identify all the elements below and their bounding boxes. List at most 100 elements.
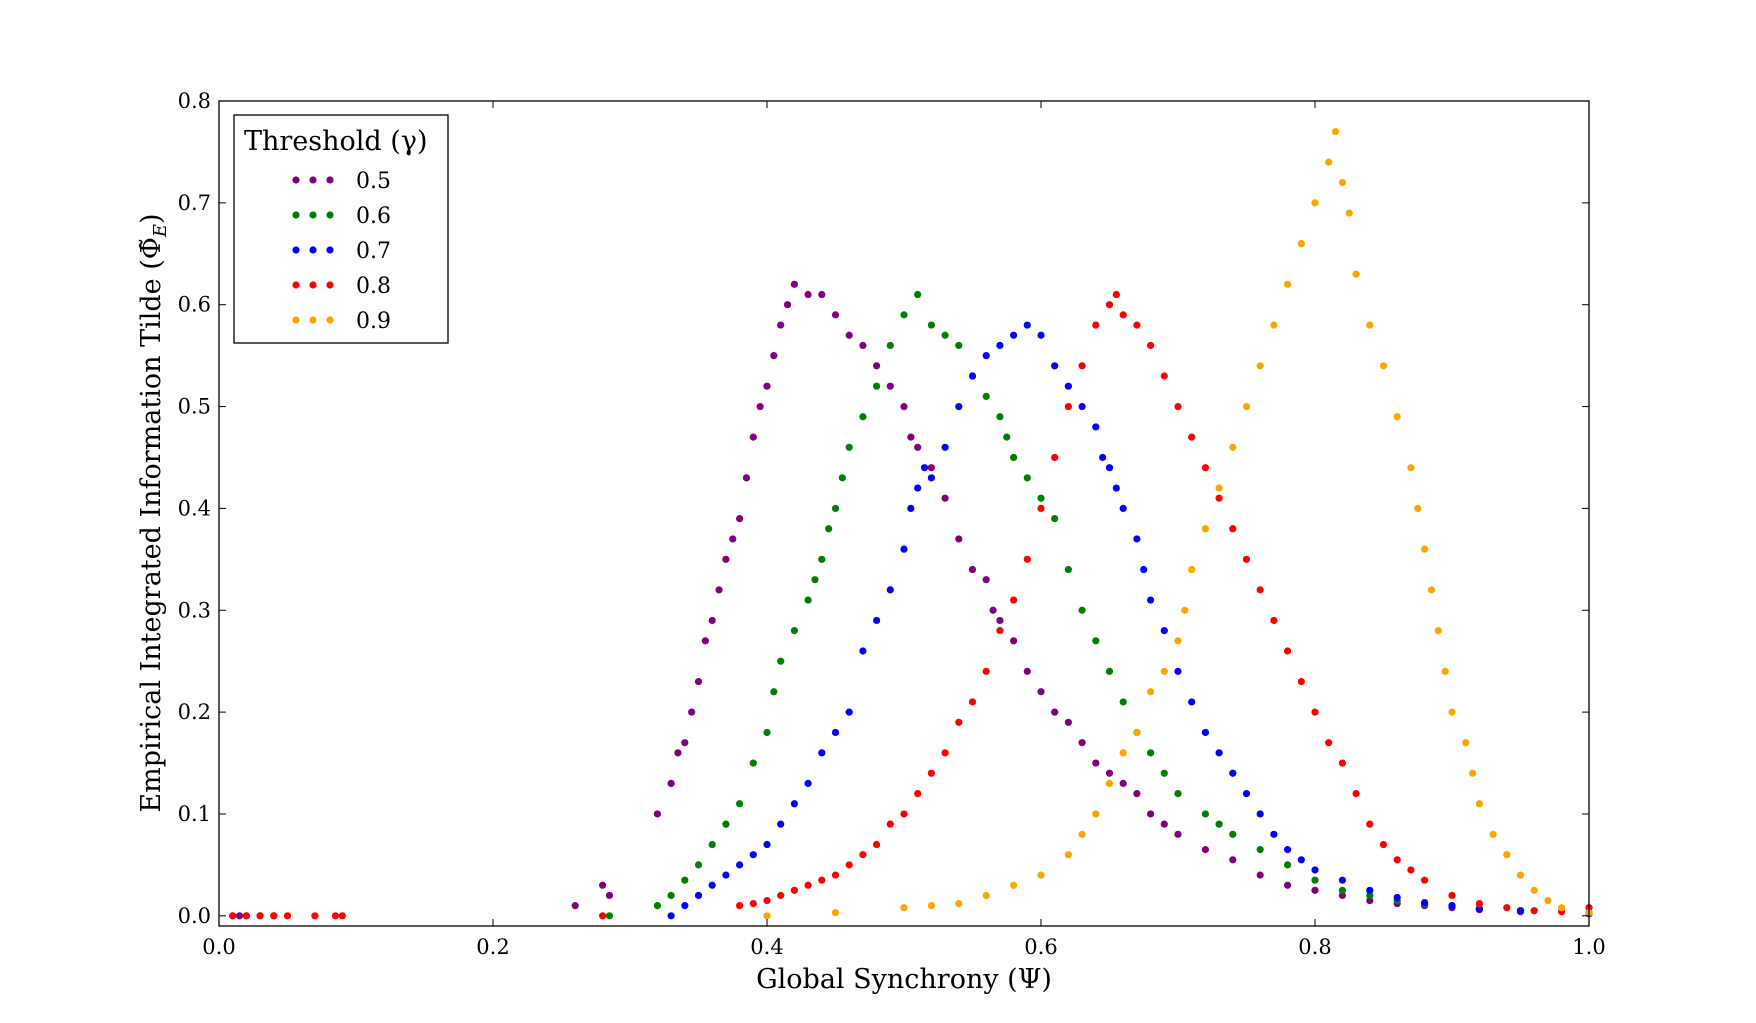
- data-point: [1270, 321, 1278, 329]
- data-point: [886, 382, 894, 390]
- data-point: [256, 912, 264, 920]
- data-point: [742, 474, 751, 482]
- data-point: [1311, 886, 1319, 894]
- data-point: [1174, 667, 1182, 675]
- data-point: [736, 514, 744, 523]
- legend-label: 0.9: [356, 309, 391, 334]
- data-point: [955, 899, 963, 908]
- data-point: [1530, 886, 1538, 894]
- legend-title: Threshold (γ): [244, 126, 428, 157]
- data-point: [1379, 362, 1388, 370]
- data-point: [1448, 902, 1456, 910]
- data-point: [838, 474, 846, 482]
- data-point: [1188, 698, 1196, 706]
- data-point: [749, 759, 757, 767]
- data-point: [941, 749, 949, 757]
- data-point: [1160, 769, 1168, 777]
- data-point: [1475, 800, 1483, 808]
- data-point: [729, 535, 737, 543]
- data-point: [1133, 789, 1141, 798]
- data-point: [708, 840, 716, 849]
- data-point: [941, 443, 949, 451]
- data-point: [571, 902, 579, 910]
- data-point: [736, 800, 744, 808]
- data-point: [1188, 433, 1196, 441]
- data-point: [996, 413, 1004, 421]
- data-point: [1064, 402, 1072, 411]
- data-point: [708, 881, 716, 889]
- data-point: [920, 464, 929, 472]
- legend-marker: [326, 246, 334, 254]
- data-point: [681, 739, 689, 747]
- data-point: [982, 891, 990, 900]
- data-point: [1078, 606, 1086, 614]
- data-point: [1297, 856, 1305, 864]
- legend-marker: [292, 176, 300, 184]
- data-point: [845, 331, 853, 339]
- data-point: [825, 525, 833, 533]
- legend-entry-0.6: 0.6: [292, 204, 391, 229]
- data-point: [996, 341, 1004, 350]
- data-point: [1051, 362, 1059, 370]
- legend-entry-0.9: 0.9: [292, 309, 391, 334]
- data-point: [831, 311, 840, 319]
- data-point: [242, 912, 250, 920]
- plot-frame: [218, 100, 1590, 927]
- data-point: [804, 881, 812, 889]
- y-tick-label: 0.6: [178, 293, 211, 317]
- legend-marker: [326, 316, 334, 324]
- data-point: [1284, 881, 1292, 889]
- data-point: [982, 667, 990, 675]
- data-point: [1338, 759, 1346, 767]
- legend-marker: [292, 246, 300, 254]
- data-point: [749, 899, 757, 908]
- data-point: [831, 728, 840, 737]
- data-point: [1270, 616, 1278, 625]
- data-point: [1434, 627, 1442, 635]
- data-point: [1140, 565, 1148, 574]
- data-point: [1256, 586, 1264, 594]
- data-point: [859, 851, 867, 859]
- data-point: [1229, 443, 1237, 451]
- data-point: [1352, 270, 1360, 278]
- data-point: [886, 586, 894, 594]
- data-point: [873, 840, 881, 849]
- data-point: [667, 891, 675, 900]
- data-point: [1468, 769, 1477, 777]
- data-point: [1421, 898, 1429, 907]
- data-point: [1229, 525, 1237, 533]
- data-point: [1133, 321, 1141, 329]
- legend-entry-0.5: 0.5: [292, 169, 391, 194]
- data-point: [982, 576, 990, 584]
- data-point: [1379, 840, 1388, 849]
- data-point: [1489, 830, 1497, 838]
- data-point: [1475, 905, 1483, 913]
- legend-marker: [326, 281, 334, 289]
- data-point: [1174, 637, 1182, 645]
- ticks-layer: 0.0 0.2 0.4 0.6 0.8 1.00.00.10.20.30.40.50.60…: [178, 89, 1606, 959]
- data-point: [1530, 907, 1538, 915]
- y-tick-label: 0.8: [178, 89, 211, 113]
- data-point: [1092, 423, 1100, 431]
- data-point: [1160, 667, 1168, 675]
- data-point: [1119, 311, 1127, 319]
- data-point: [1448, 891, 1456, 900]
- data-point: [1133, 535, 1141, 543]
- data-point: [1338, 886, 1346, 894]
- data-point: [1010, 453, 1018, 462]
- data-point: [873, 616, 881, 625]
- legend-entry-0.7: 0.7: [292, 239, 391, 264]
- data-point: [667, 912, 675, 920]
- data-point: [941, 494, 949, 502]
- data-point: [927, 474, 936, 482]
- data-point: [900, 402, 908, 411]
- data-point: [982, 352, 990, 360]
- data-point: [701, 637, 709, 645]
- data-point: [831, 909, 840, 917]
- y-axis-label: Empirical Integrated Information Tilde (…: [136, 213, 171, 812]
- data-point: [1242, 789, 1251, 798]
- data-point: [1503, 904, 1511, 912]
- data-point: [1256, 362, 1264, 370]
- data-point: [1366, 891, 1374, 900]
